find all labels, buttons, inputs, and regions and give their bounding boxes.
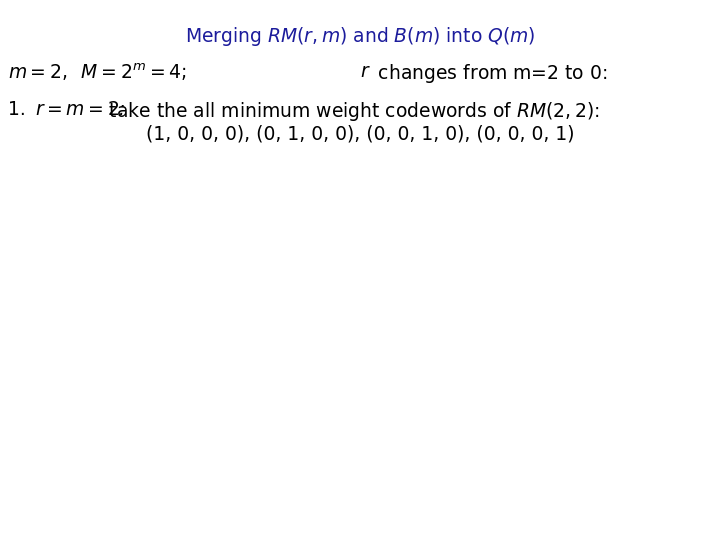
Text: (1, 0, 0, 0), (0, 1, 0, 0), (0, 0, 1, 0), (0, 0, 0, 1): (1, 0, 0, 0), (0, 1, 0, 0), (0, 0, 1, 0)… [145,125,575,144]
Text: changes from m=2 to $0$:: changes from m=2 to $0$: [372,62,608,85]
Text: Merging $RM(r,m)$ and $B(m)$ into $Q(m)$: Merging $RM(r,m)$ and $B(m)$ into $Q(m)$ [185,25,535,48]
Text: $r$: $r$ [360,62,371,81]
Text: 1.: 1. [8,100,26,119]
Text: $m = 2,\;\; M = 2^m = 4;$: $m = 2,\;\; M = 2^m = 4;$ [8,62,186,83]
Text: take the all minimum weight codewords of $RM(2,2)$:: take the all minimum weight codewords of… [103,100,600,123]
Text: $r{=}m{=}2$:: $r{=}m{=}2$: [35,100,126,119]
